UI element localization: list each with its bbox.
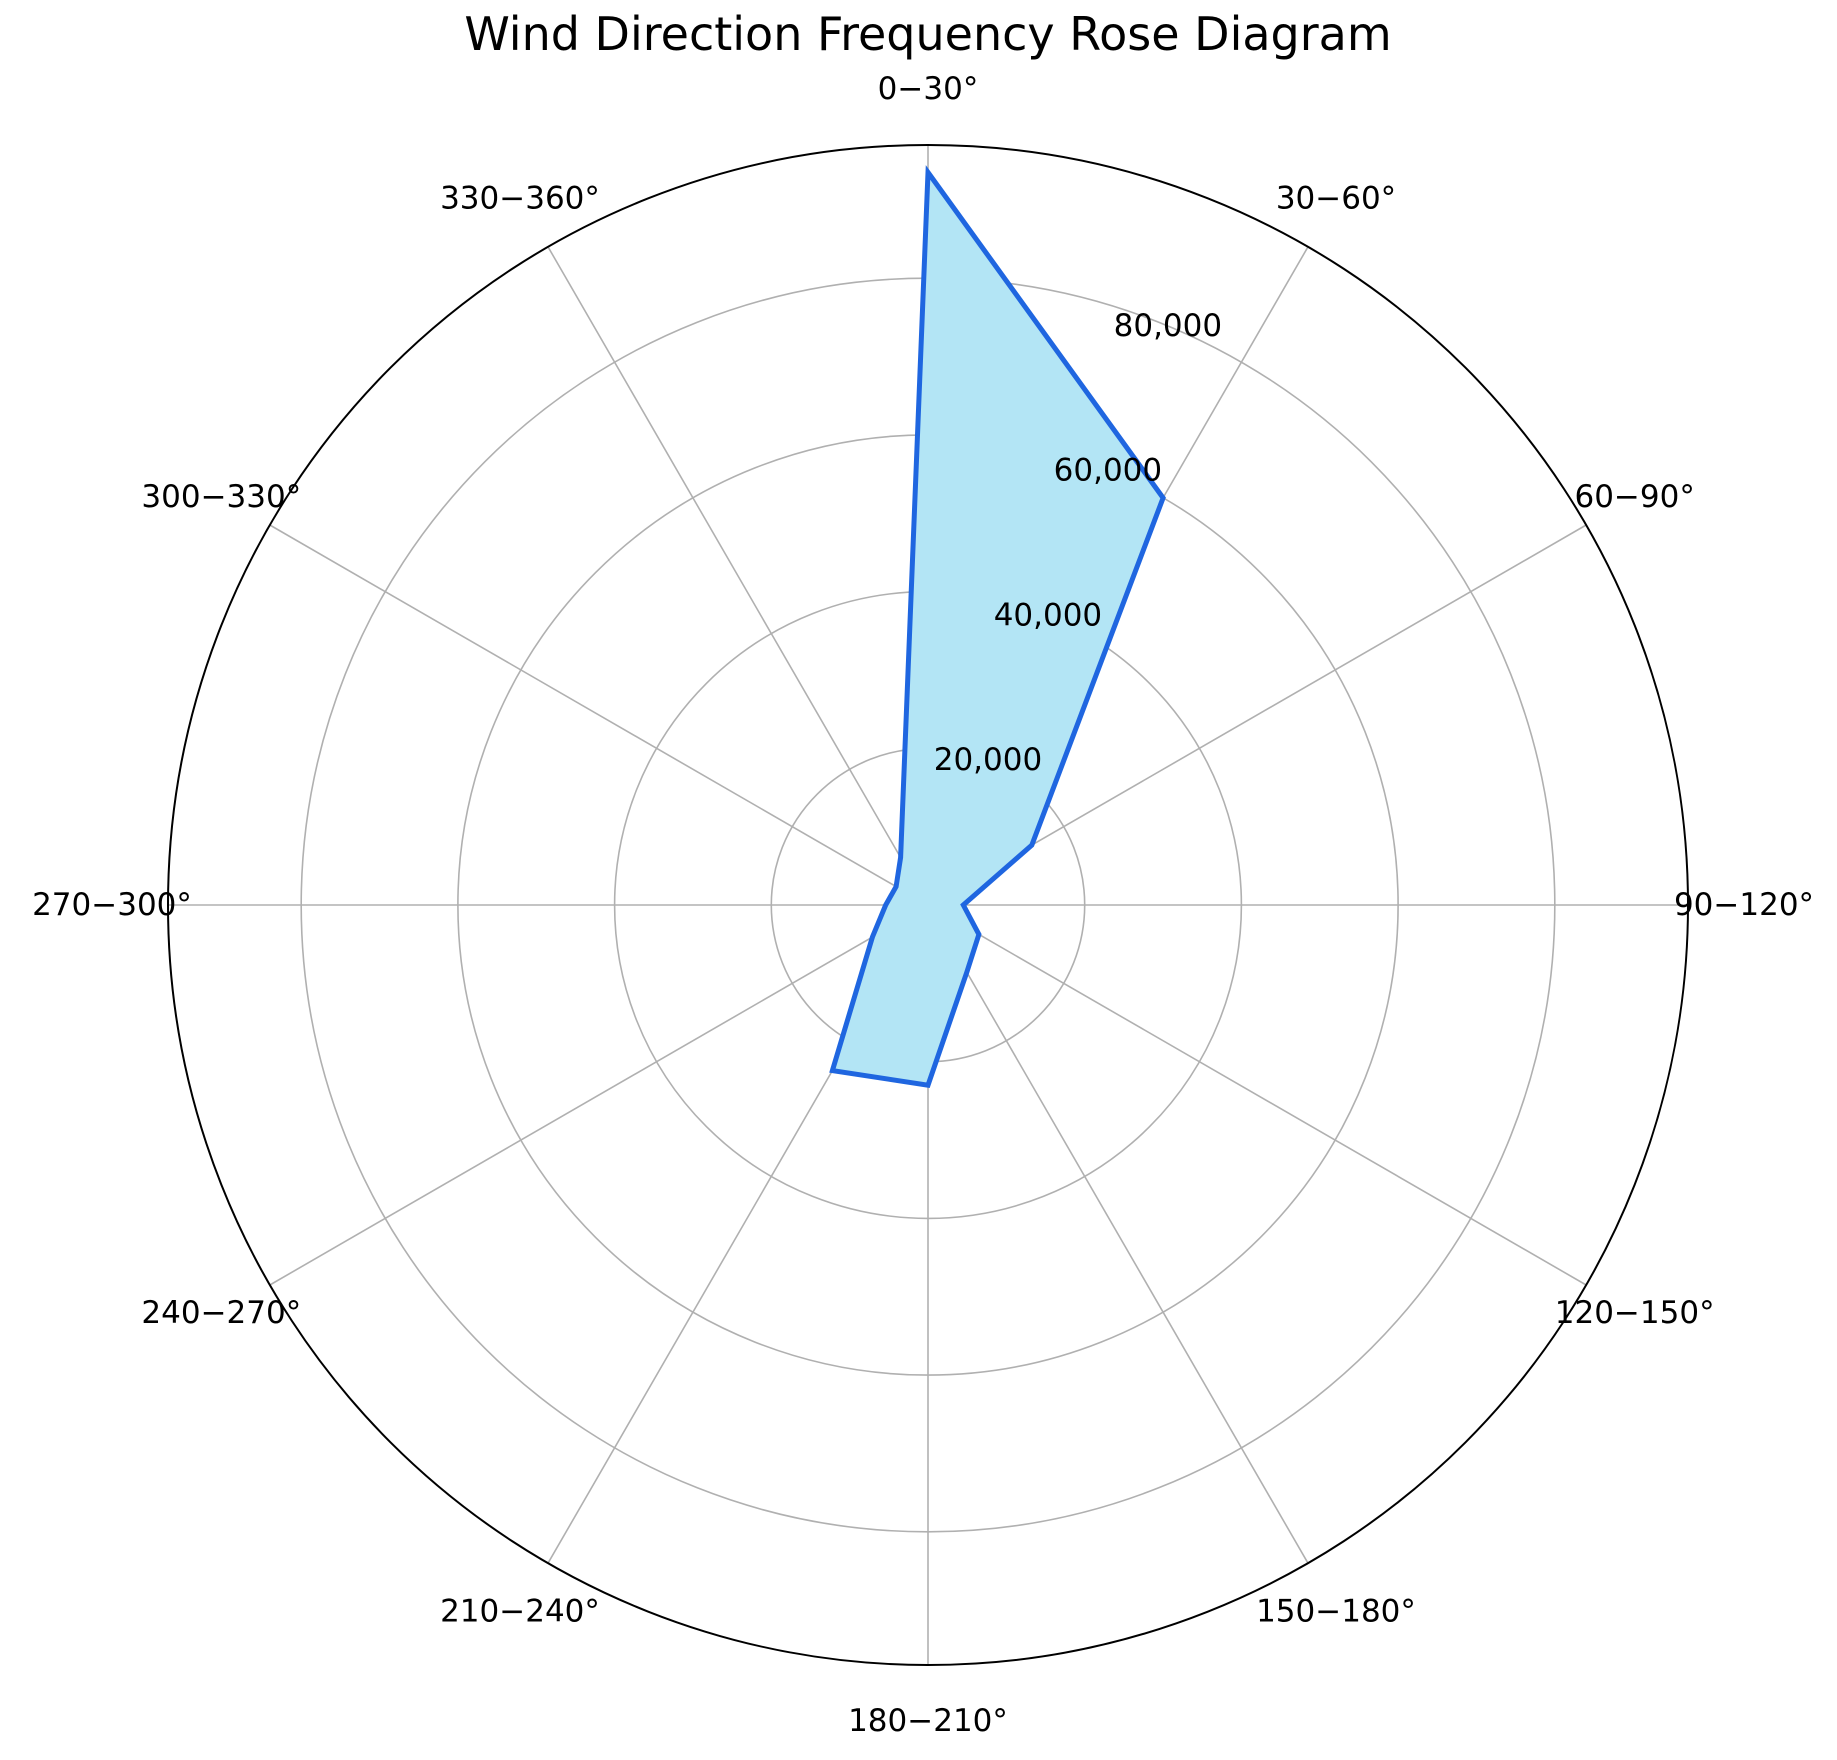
category-label-11: 300−330° — [141, 479, 301, 515]
category-label-10: 270−300° — [32, 887, 192, 923]
r-tick-label-1: 20,000 — [934, 742, 1042, 778]
spoke-9 — [269, 904, 929, 1286]
r-tick-label-3: 60,000 — [1054, 453, 1162, 489]
category-label-6: 150−180° — [1256, 1594, 1416, 1630]
spoke-6 — [927, 904, 1309, 1564]
category-label-5: 120−150° — [1555, 1295, 1715, 1331]
category-label-2: 30−60° — [1276, 180, 1396, 216]
category-label-9: 240−270° — [141, 1295, 301, 1331]
radial-tick-labels: 20,000 40,000 60,000 80,000 — [934, 308, 1222, 778]
category-label-4: 90−120° — [1674, 887, 1814, 923]
spoke-12 — [547, 246, 929, 906]
category-labels: 0−30° 30−60° 60−90° 90−120° 120−150° 150−180°… — [32, 71, 1814, 1739]
r-tick-label-4: 80,000 — [1114, 308, 1222, 344]
chart-title: Wind Direction Frequency Rose Diagram — [464, 7, 1391, 61]
r-tick-label-2: 40,000 — [994, 597, 1102, 633]
spoke-5 — [927, 904, 1587, 1286]
polar-frame — [167, 144, 1689, 1666]
spoke-11 — [269, 524, 929, 906]
category-label-12: 330−360° — [440, 180, 600, 216]
category-label-8: 210−240° — [440, 1594, 600, 1630]
category-label-3: 60−90° — [1574, 479, 1694, 515]
spoke-3 — [927, 524, 1587, 906]
category-label-1: 0−30° — [878, 71, 979, 107]
category-label-7: 180−210° — [848, 1703, 1008, 1739]
data-layer — [829, 165, 1166, 1088]
